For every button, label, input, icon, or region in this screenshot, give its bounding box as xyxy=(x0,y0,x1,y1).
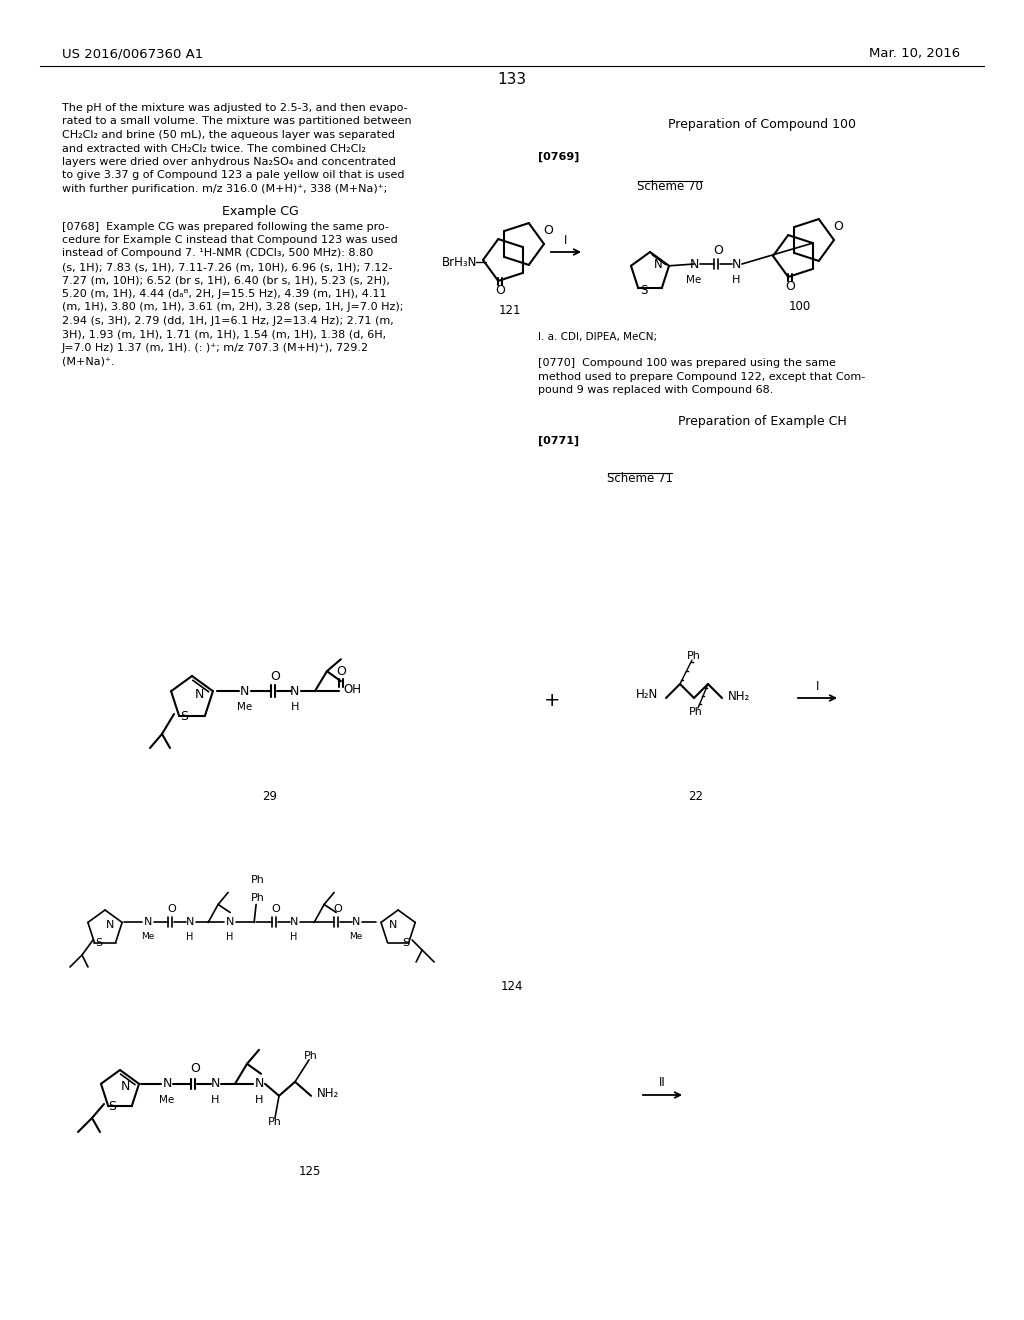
Text: H₂N: H₂N xyxy=(636,688,658,701)
Text: S: S xyxy=(108,1100,116,1113)
Text: H: H xyxy=(211,1094,219,1105)
Text: H: H xyxy=(226,932,233,942)
Text: method used to prepare Compound 122, except that Com-: method used to prepare Compound 122, exc… xyxy=(538,371,865,381)
Text: 22: 22 xyxy=(688,789,703,803)
Text: N: N xyxy=(731,257,740,271)
Text: with further purification. m/z 316.0 (M+H)⁺, 338 (M+Na)⁺;: with further purification. m/z 316.0 (M+… xyxy=(62,183,387,194)
Text: Me: Me xyxy=(238,702,253,713)
Text: O: O xyxy=(834,219,843,232)
Text: 124: 124 xyxy=(501,979,523,993)
Text: NH₂: NH₂ xyxy=(728,689,751,702)
Text: Me: Me xyxy=(141,932,155,941)
Text: N: N xyxy=(653,257,663,271)
Text: H: H xyxy=(732,275,740,285)
Text: O: O xyxy=(270,669,280,682)
Text: N: N xyxy=(241,685,250,698)
Text: 5.20 (m, 1H), 4.44 (dₐᴮ, 2H, J=15.5 Hz), 4.39 (m, 1H), 4.11: 5.20 (m, 1H), 4.44 (dₐᴮ, 2H, J=15.5 Hz),… xyxy=(62,289,386,300)
Text: I: I xyxy=(816,680,819,693)
Text: O: O xyxy=(336,665,346,677)
Text: N: N xyxy=(195,688,204,701)
Text: 3H), 1.93 (m, 1H), 1.71 (m, 1H), 1.54 (m, 1H), 1.38 (d, 6H,: 3H), 1.93 (m, 1H), 1.71 (m, 1H), 1.54 (m… xyxy=(62,330,386,339)
Text: 2.94 (s, 3H), 2.79 (dd, 1H, J1=6.1 Hz, J2=13.4 Hz); 2.71 (m,: 2.94 (s, 3H), 2.79 (dd, 1H, J1=6.1 Hz, J… xyxy=(62,315,394,326)
Text: H: H xyxy=(291,702,299,713)
Text: N: N xyxy=(226,917,234,928)
Text: N: N xyxy=(290,917,298,928)
Text: BrH₃N: BrH₃N xyxy=(442,256,477,268)
Text: Me: Me xyxy=(160,1094,175,1105)
Text: [0768]  Example CG was prepared following the same pro-: [0768] Example CG was prepared following… xyxy=(62,222,389,231)
Text: 125: 125 xyxy=(299,1166,322,1177)
Text: H: H xyxy=(186,932,194,942)
Text: O: O xyxy=(495,284,505,297)
Text: N: N xyxy=(163,1077,172,1090)
Text: 7.27 (m, 10H); 6.52 (br s, 1H), 6.40 (br s, 1H), 5.23 (s, 2H),: 7.27 (m, 10H); 6.52 (br s, 1H), 6.40 (br… xyxy=(62,276,390,285)
Text: US 2016/0067360 A1: US 2016/0067360 A1 xyxy=(62,48,203,61)
Text: Scheme 70: Scheme 70 xyxy=(637,180,702,193)
Text: N: N xyxy=(210,1077,220,1090)
Text: Mar. 10, 2016: Mar. 10, 2016 xyxy=(869,48,961,61)
Text: J=7.0 Hz) 1.37 (m, 1H). (: )⁺; m/z 707.3 (M+H)⁺), 729.2: J=7.0 Hz) 1.37 (m, 1H). (: )⁺; m/z 707.3… xyxy=(62,343,369,352)
Text: 133: 133 xyxy=(498,73,526,87)
Text: N: N xyxy=(389,920,397,931)
Text: Preparation of Example CH: Preparation of Example CH xyxy=(678,414,847,428)
Text: 121: 121 xyxy=(499,304,521,317)
Text: O: O xyxy=(168,904,176,915)
Text: to give 3.37 g of Compound 123 a pale yellow oil that is used: to give 3.37 g of Compound 123 a pale ye… xyxy=(62,170,404,181)
Text: (m, 1H), 3.80 (m, 1H), 3.61 (m, 2H), 3.28 (sep, 1H, J=7.0 Hz);: (m, 1H), 3.80 (m, 1H), 3.61 (m, 2H), 3.2… xyxy=(62,302,403,313)
Text: [0769]: [0769] xyxy=(538,152,580,162)
Text: H: H xyxy=(291,932,298,942)
Text: I: I xyxy=(564,234,567,247)
Text: II: II xyxy=(658,1076,666,1089)
Text: N: N xyxy=(689,257,698,271)
Text: I. a. CDI, DIPEA, MeCN;: I. a. CDI, DIPEA, MeCN; xyxy=(538,333,657,342)
Text: Ph: Ph xyxy=(304,1051,318,1061)
Text: 29: 29 xyxy=(262,789,278,803)
Text: The pH of the mixture was adjusted to 2.5-3, and then evapo-: The pH of the mixture was adjusted to 2.… xyxy=(62,103,408,114)
Text: [0770]  Compound 100 was prepared using the same: [0770] Compound 100 was prepared using t… xyxy=(538,358,836,368)
Text: Ph: Ph xyxy=(687,651,701,661)
Text: N: N xyxy=(105,920,115,931)
Text: O: O xyxy=(334,904,342,915)
Text: cedure for Example C instead that Compound 123 was used: cedure for Example C instead that Compou… xyxy=(62,235,397,246)
Text: Preparation of Compound 100: Preparation of Compound 100 xyxy=(668,117,856,131)
Text: [0771]: [0771] xyxy=(538,436,580,446)
Text: N: N xyxy=(120,1080,130,1093)
Text: and extracted with CH₂Cl₂ twice. The combined CH₂Cl₂: and extracted with CH₂Cl₂ twice. The com… xyxy=(62,144,366,153)
Text: S: S xyxy=(95,939,102,948)
Text: Ph: Ph xyxy=(251,894,265,903)
Text: Ph: Ph xyxy=(689,708,702,717)
Text: 100: 100 xyxy=(788,300,811,313)
Text: O: O xyxy=(543,223,553,236)
Text: Ph: Ph xyxy=(251,875,265,884)
Text: Example CG: Example CG xyxy=(221,206,298,219)
Text: H: H xyxy=(255,1094,263,1105)
Text: N: N xyxy=(290,685,300,698)
Text: Me: Me xyxy=(349,932,362,941)
Text: N: N xyxy=(186,917,195,928)
Text: pound 9 was replaced with Compound 68.: pound 9 was replaced with Compound 68. xyxy=(538,385,773,395)
Text: N: N xyxy=(254,1077,264,1090)
Text: O: O xyxy=(190,1063,200,1076)
Text: S: S xyxy=(180,710,188,722)
Text: S: S xyxy=(402,939,410,948)
Text: Scheme 71: Scheme 71 xyxy=(607,473,673,484)
Text: (s, 1H); 7.83 (s, 1H), 7.11-7.26 (m, 10H), 6.96 (s, 1H); 7.12-: (s, 1H); 7.83 (s, 1H), 7.11-7.26 (m, 10H… xyxy=(62,261,392,272)
Text: N: N xyxy=(352,917,360,928)
Text: OH: OH xyxy=(343,682,360,696)
Text: N: N xyxy=(144,917,153,928)
Text: O: O xyxy=(713,244,723,257)
Text: +: + xyxy=(544,690,560,710)
Text: instead of Compound 7. ¹H-NMR (CDCl₃, 500 MHz): 8.80: instead of Compound 7. ¹H-NMR (CDCl₃, 50… xyxy=(62,248,374,259)
Text: rated to a small volume. The mixture was partitioned between: rated to a small volume. The mixture was… xyxy=(62,116,412,127)
Text: O: O xyxy=(785,280,795,293)
Text: Me: Me xyxy=(686,275,701,285)
Text: S: S xyxy=(640,284,648,297)
Text: O: O xyxy=(271,904,281,915)
Text: CH₂Cl₂ and brine (50 mL), the aqueous layer was separated: CH₂Cl₂ and brine (50 mL), the aqueous la… xyxy=(62,129,395,140)
Text: NH₂: NH₂ xyxy=(317,1088,339,1101)
Text: (M+Na)⁺.: (M+Na)⁺. xyxy=(62,356,115,367)
Text: Ph: Ph xyxy=(268,1117,282,1127)
Text: layers were dried over anhydrous Na₂SO₄ and concentrated: layers were dried over anhydrous Na₂SO₄ … xyxy=(62,157,396,168)
